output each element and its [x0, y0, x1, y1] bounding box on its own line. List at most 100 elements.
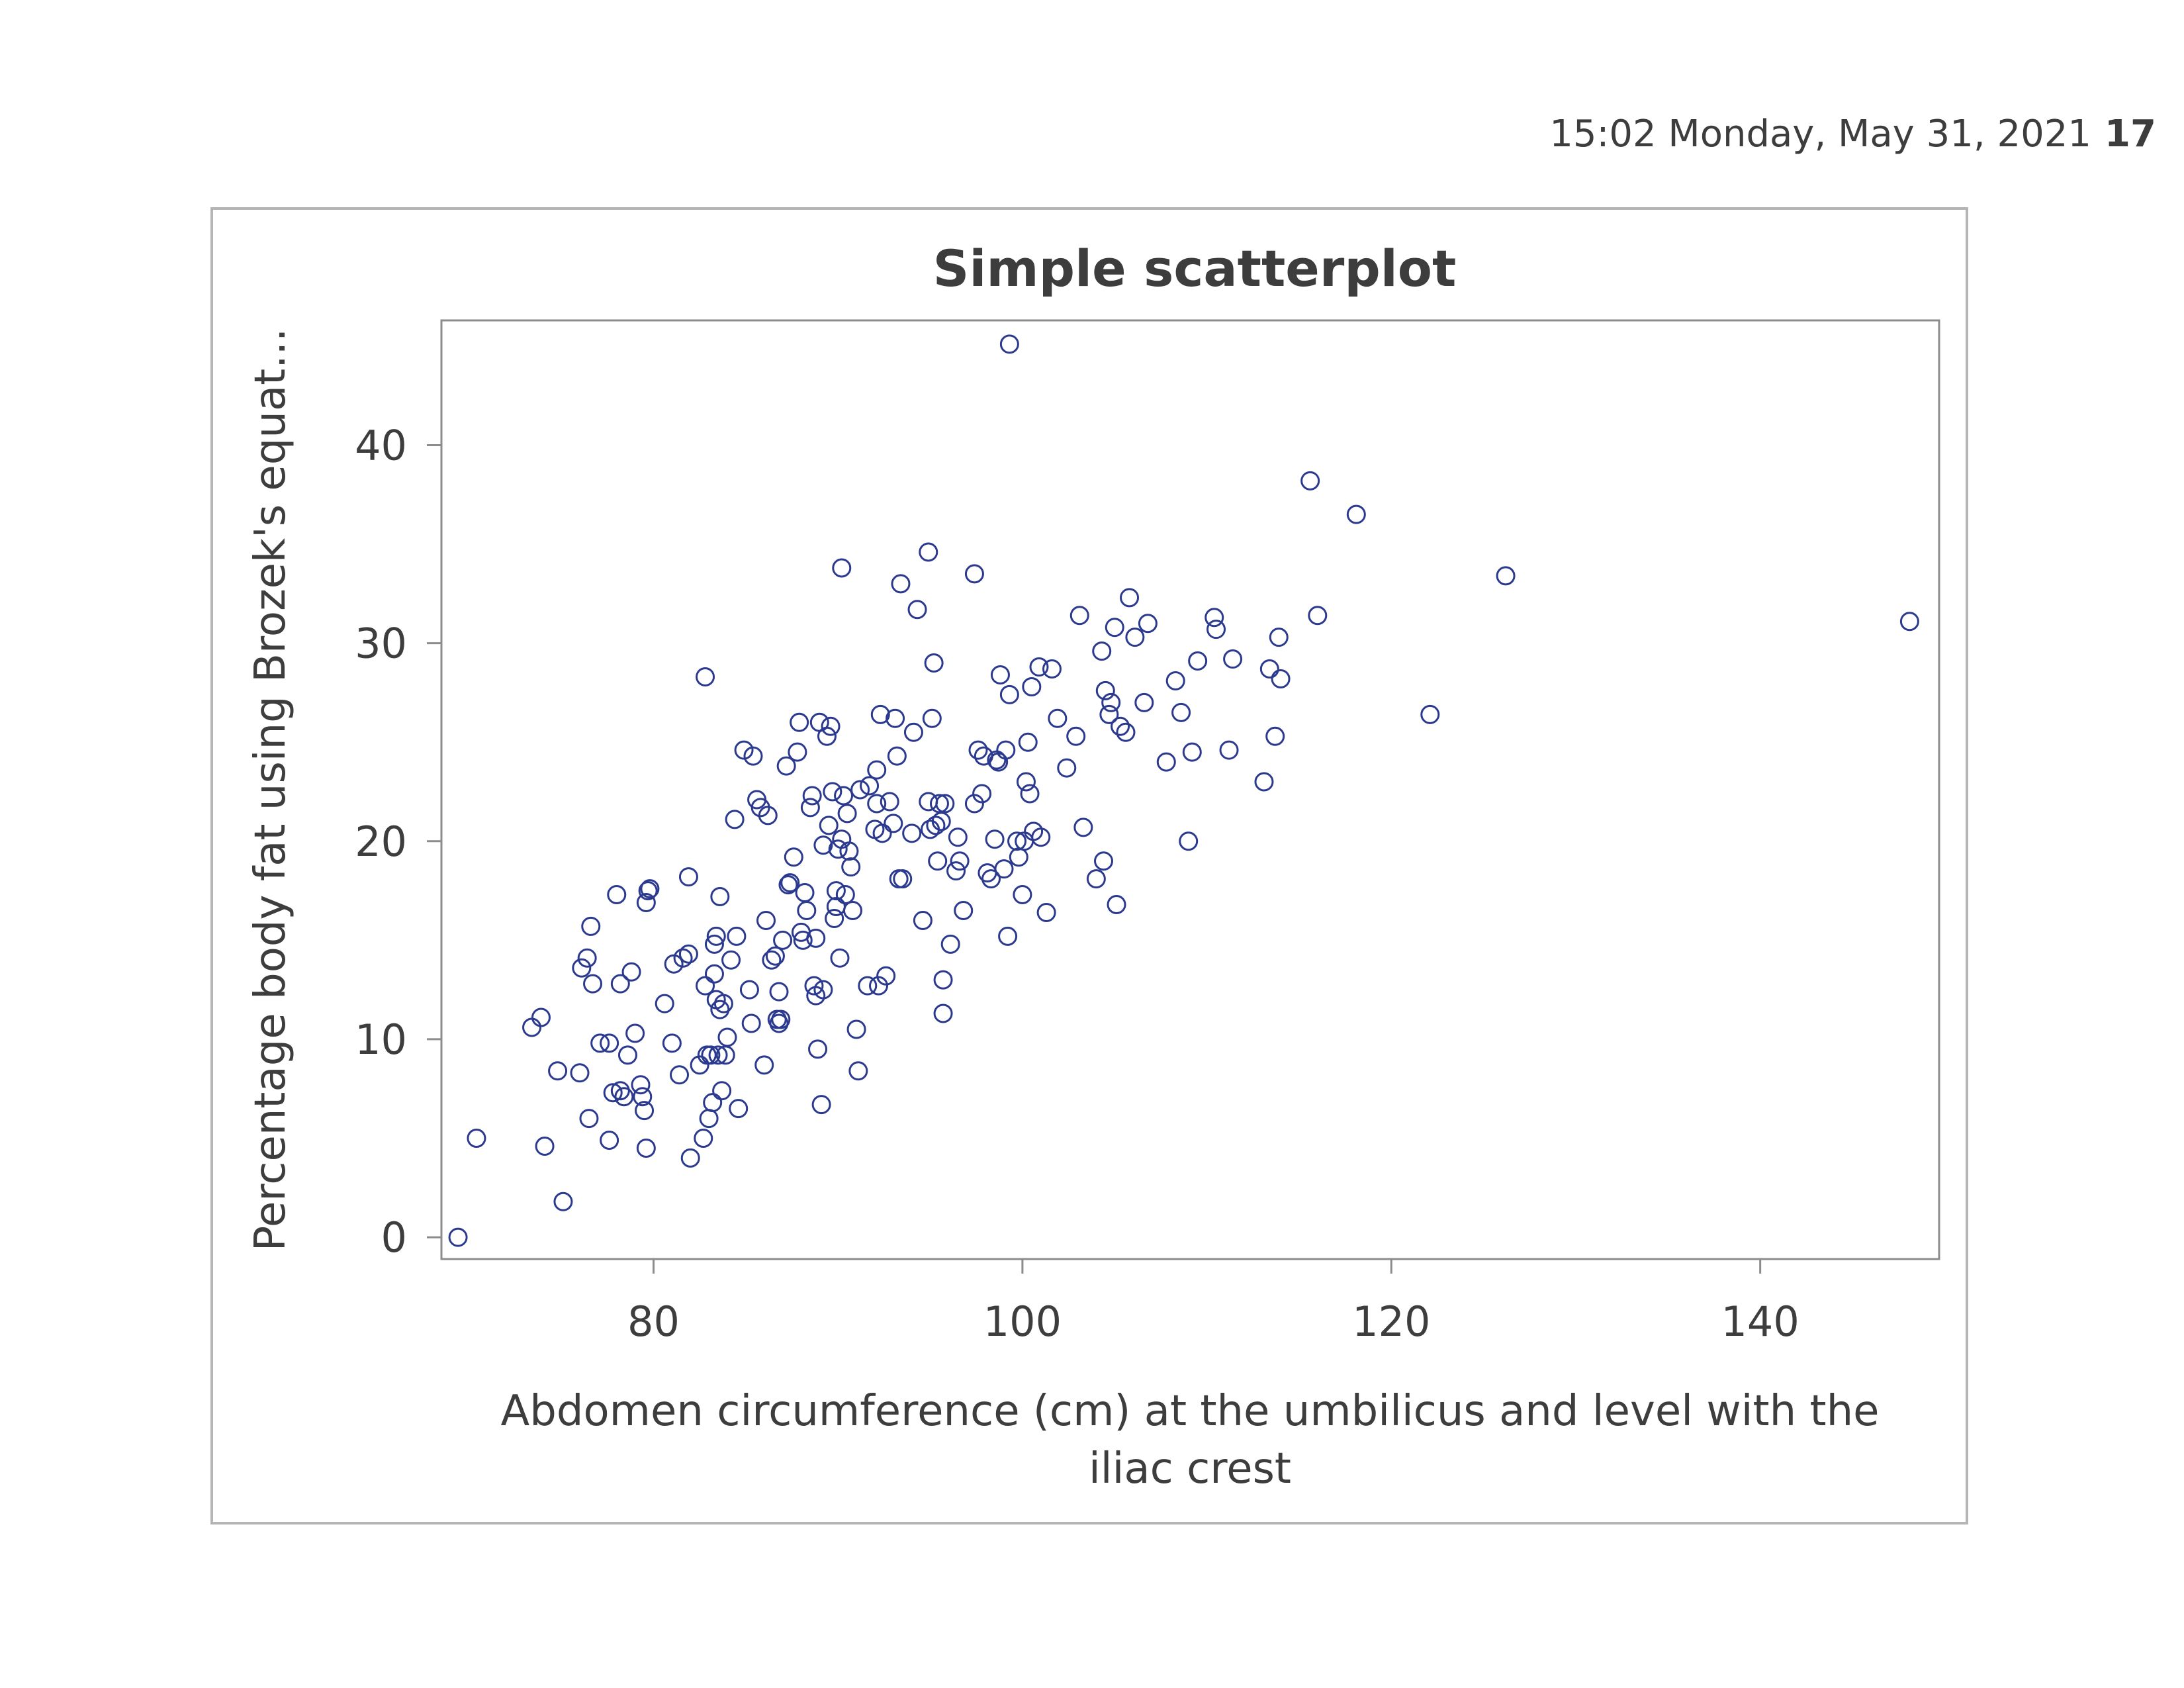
scatter-point: [1105, 618, 1124, 637]
scatter-point: [1205, 608, 1224, 628]
scatter-point: [610, 974, 630, 994]
scatter-point: [739, 980, 759, 1000]
scatter-point: [872, 823, 892, 843]
scatter-point: [931, 812, 951, 831]
scatter-point: [1086, 869, 1106, 889]
scatter-point: [1048, 708, 1068, 728]
scatter-point: [614, 1087, 634, 1107]
scatter-point: [780, 873, 800, 893]
scatter-point: [1206, 620, 1226, 639]
scatter-point: [913, 910, 933, 930]
scatter-point: [1020, 784, 1040, 804]
scatter-point: [893, 869, 913, 889]
scatter-point: [640, 879, 660, 899]
scatter-point: [617, 1045, 637, 1065]
scatter-point: [1029, 657, 1049, 677]
x-tick-label: 80: [627, 1297, 680, 1346]
scatter-point: [1013, 885, 1032, 905]
data-points: [448, 334, 1919, 1247]
scatter-point: [867, 760, 887, 780]
scatter-point: [1016, 772, 1036, 792]
scatter-point: [721, 950, 741, 970]
scatter-point: [804, 976, 824, 996]
y-tick-label: 20: [355, 818, 407, 866]
scatter-point: [889, 869, 909, 889]
scatter-point: [710, 1000, 730, 1019]
scatter-point: [678, 944, 698, 964]
scatter-point: [725, 810, 745, 829]
scatter-point: [1116, 722, 1136, 742]
scatter-point: [858, 976, 878, 996]
scatter-point: [655, 994, 674, 1013]
scatter-point: [834, 786, 854, 806]
x-axis-label-line-2: iliac crest: [1089, 1444, 1291, 1493]
scatter-point: [1101, 692, 1121, 712]
scatter-point: [922, 708, 942, 728]
scatter-point: [903, 722, 923, 742]
scatter-point: [696, 667, 715, 686]
scatter-point: [762, 950, 782, 970]
scatter-point: [1099, 704, 1119, 724]
scatter-point: [1018, 732, 1038, 752]
scatter-point: [1095, 680, 1115, 700]
scatter-point: [788, 742, 807, 762]
scatter-point: [1223, 649, 1243, 669]
scatter-point: [1346, 504, 1366, 524]
scatter-point: [1036, 902, 1056, 922]
scatter-point: [964, 794, 984, 814]
scatter-point: [690, 1055, 709, 1075]
x-axis: 80 100 120 140: [627, 1259, 1799, 1346]
scatter-point: [1094, 851, 1114, 871]
scatter-point: [964, 564, 984, 584]
scatter-point: [636, 893, 656, 913]
scatter-point: [811, 1095, 831, 1115]
scatter-point: [713, 994, 733, 1013]
scatter-point: [1009, 847, 1028, 867]
scatter-point: [1125, 628, 1145, 647]
scatter-point: [996, 740, 1016, 760]
scatter-point: [933, 970, 953, 990]
scatter-point: [839, 841, 859, 861]
scatter-point: [808, 1039, 828, 1059]
scatter-point: [887, 746, 907, 766]
scatter-point: [776, 756, 796, 776]
scatter-point: [635, 1101, 655, 1121]
scatter-point: [813, 835, 833, 855]
scatter-point: [1171, 702, 1191, 722]
scatter-point: [802, 786, 822, 806]
scatter-point: [891, 574, 911, 594]
scatter-point: [579, 1109, 599, 1129]
scatter-point: [990, 665, 1010, 684]
y-tick-label: 0: [381, 1213, 407, 1262]
scatter-point: [998, 926, 1018, 946]
scatter-point: [946, 861, 966, 881]
scatter-point: [1073, 818, 1093, 837]
scatter-point: [771, 1009, 791, 1029]
scatter-point: [832, 558, 852, 578]
chart-title: Simple scatterplot: [933, 239, 1457, 298]
scatter-point: [712, 1081, 732, 1101]
scatter-point: [1022, 677, 1042, 696]
scatter-point: [1308, 606, 1328, 626]
scatter-point: [673, 948, 693, 968]
scatter-point: [950, 851, 970, 871]
x-tick-label: 100: [983, 1297, 1062, 1346]
scatter-point: [680, 1148, 700, 1168]
scatter-point: [994, 859, 1014, 879]
scatter-point: [819, 816, 839, 835]
scatter-point: [886, 708, 905, 728]
scatter-point: [1219, 740, 1239, 760]
page-number: 17: [2105, 113, 2156, 156]
scatter-point: [625, 1023, 645, 1043]
scatter-point: [821, 716, 841, 736]
scatter-point: [694, 1129, 713, 1149]
scatter-point: [1057, 758, 1077, 778]
scatter-point: [926, 816, 946, 835]
scatter-point: [704, 964, 724, 984]
scatter-point: [467, 1129, 486, 1149]
scatter-point: [999, 334, 1019, 354]
scatter-point: [1420, 704, 1440, 724]
y-tick-label: 40: [355, 421, 407, 469]
scatter-point: [590, 1033, 610, 1053]
y-axis: 0 10 20 30 40: [355, 421, 441, 1262]
